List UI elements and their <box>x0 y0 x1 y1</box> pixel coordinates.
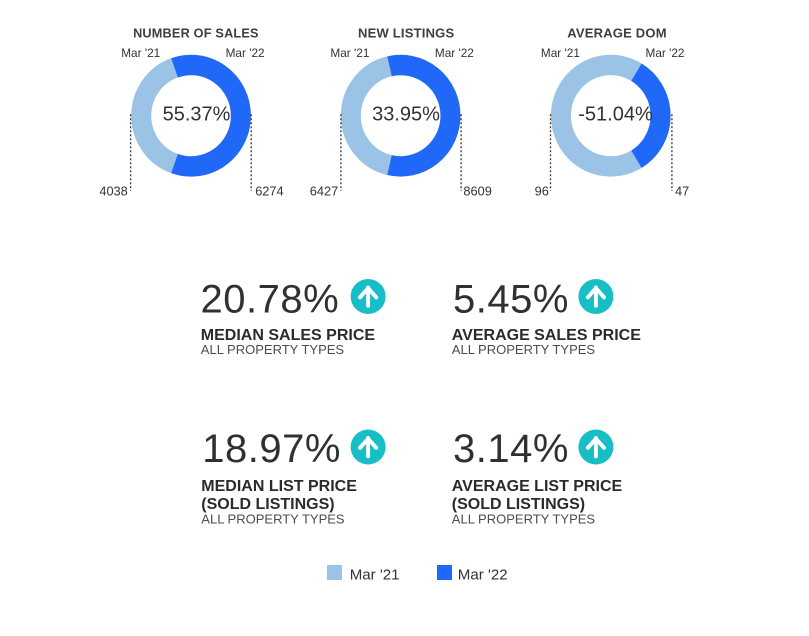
svg-text:18.97%: 18.97% <box>202 427 341 471</box>
svg-text:20.78%: 20.78% <box>201 277 340 321</box>
svg-text:MEDIAN LIST PRICE: MEDIAN LIST PRICE <box>201 478 357 495</box>
svg-text:55.37%: 55.37% <box>163 104 231 126</box>
svg-text:Mar '21: Mar '21 <box>541 46 580 60</box>
svg-text:AVERAGE DOM: AVERAGE DOM <box>567 26 666 41</box>
svg-text:ALL PROPERTY TYPES: ALL PROPERTY TYPES <box>201 342 345 357</box>
svg-text:ALL PROPERTY TYPES: ALL PROPERTY TYPES <box>452 342 596 357</box>
svg-text:NEW LISTINGS: NEW LISTINGS <box>358 26 454 41</box>
svg-text:96: 96 <box>535 184 549 199</box>
svg-text:3.14%: 3.14% <box>453 427 569 471</box>
svg-text:Mar '22: Mar '22 <box>226 46 265 60</box>
svg-text:Mar '22: Mar '22 <box>435 46 474 60</box>
svg-text:AVERAGE LIST PRICE: AVERAGE LIST PRICE <box>452 478 623 495</box>
svg-text:Mar '22: Mar '22 <box>646 46 685 60</box>
svg-text:AVERAGE SALES PRICE: AVERAGE SALES PRICE <box>452 327 641 344</box>
svg-text:Mar '21: Mar '21 <box>330 46 369 60</box>
svg-text:Mar '21: Mar '21 <box>350 567 400 584</box>
svg-text:6274: 6274 <box>255 184 283 199</box>
svg-text:4038: 4038 <box>99 184 127 199</box>
svg-text:MEDIAN SALES PRICE: MEDIAN SALES PRICE <box>201 327 376 344</box>
svg-text:ALL PROPERTY TYPES: ALL PROPERTY TYPES <box>452 512 596 527</box>
svg-text:-51.04%: -51.04% <box>578 104 653 126</box>
svg-text:6427: 6427 <box>310 184 338 199</box>
svg-text:ALL PROPERTY TYPES: ALL PROPERTY TYPES <box>201 512 345 527</box>
svg-text:(SOLD LISTINGS): (SOLD LISTINGS) <box>201 496 334 513</box>
svg-text:(SOLD LISTINGS): (SOLD LISTINGS) <box>452 496 585 513</box>
svg-text:5.45%: 5.45% <box>453 277 569 321</box>
svg-text:Mar '21: Mar '21 <box>121 46 160 60</box>
svg-text:NUMBER OF SALES: NUMBER OF SALES <box>133 27 259 41</box>
svg-text:Mar '22: Mar '22 <box>458 567 508 584</box>
svg-text:47: 47 <box>675 184 689 199</box>
svg-text:33.95%: 33.95% <box>372 104 440 126</box>
svg-text:8609: 8609 <box>463 184 491 199</box>
